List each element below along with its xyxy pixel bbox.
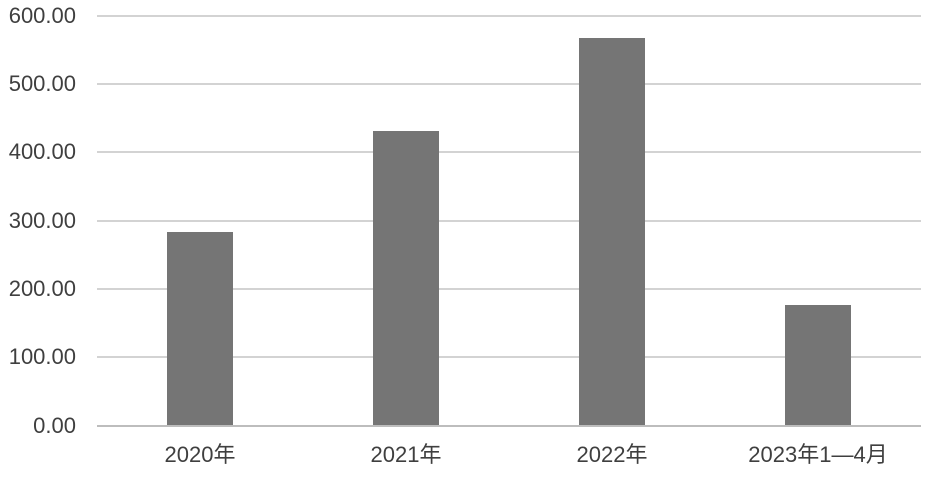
- y-tick-label: 400.00: [8, 139, 76, 165]
- x-category-label: 2020年: [164, 441, 236, 467]
- y-tick-label: 100.00: [8, 344, 76, 370]
- gridline: [97, 356, 921, 359]
- bar-2: [373, 130, 439, 426]
- x-axis-line: [97, 424, 921, 427]
- bar-1: [167, 232, 233, 426]
- y-tick-label: 0.00: [33, 412, 76, 438]
- y-tick-label: 500.00: [8, 70, 76, 96]
- y-tick-label: 300.00: [8, 207, 76, 233]
- bar-4: [785, 304, 851, 426]
- gridline: [97, 287, 921, 290]
- y-tick-label: 600.00: [8, 2, 76, 28]
- x-category-label: 2023年1—4月: [748, 441, 888, 467]
- gridline: [97, 219, 921, 222]
- gridline: [97, 14, 921, 17]
- y-tick-label: 200.00: [8, 275, 76, 301]
- gridline: [97, 82, 921, 85]
- x-category-label: 2022年: [576, 441, 648, 467]
- gridline: [97, 151, 921, 154]
- bar-3: [579, 38, 645, 426]
- x-category-label: 2021年: [370, 441, 442, 467]
